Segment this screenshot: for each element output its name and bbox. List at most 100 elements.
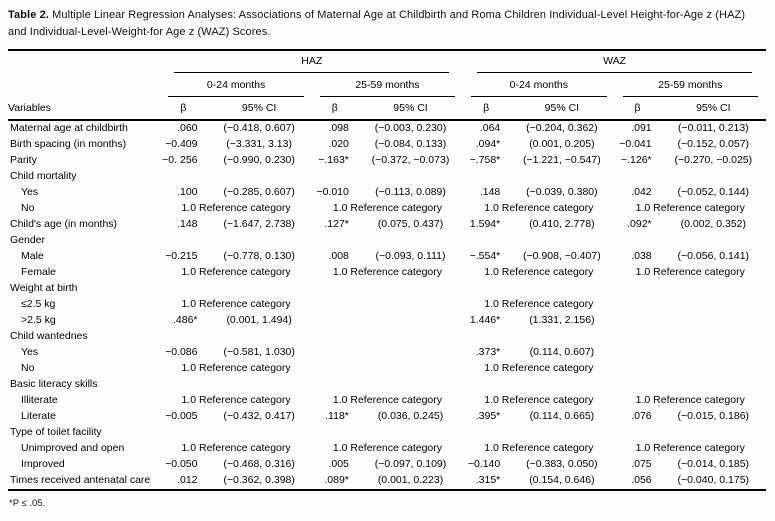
section-row: Basic literacy skills [8,377,766,393]
row-label: Male [21,250,44,262]
beta-header: β [463,99,510,121]
beta-value: −.163* [318,154,349,166]
beta-value: .100 [177,186,198,198]
ci-value: (0.114, 0.607) [529,346,595,358]
ci-value: (−1.221, −0.547) [523,154,601,166]
beta-value: .012 [177,474,198,486]
table-header: HAZ WAZ 0-24 months 25-59 months 0-24 mo… [8,50,766,121]
empty-cell [615,425,766,441]
footnote: *P ≤ .05. [9,498,46,509]
section-label: Weight at birth [10,282,78,294]
section-row: Type of toilet facility [8,425,766,441]
beta-value: .038 [631,250,652,262]
ci-value: (0.002, 0.352) [680,218,746,230]
table-row: Literate −0.005 (−0.432, 0.417) .118* (0.036… [8,409,766,425]
ci-value: (−0.432, 0.417) [223,410,295,422]
empty-cell [160,281,311,297]
row-label: Parity [10,154,37,166]
beta-value: 1.446* [469,314,501,326]
ci-value: (1.331, 2.156) [529,314,595,326]
beta-value: .395* [475,410,501,422]
empty-cell [312,361,463,377]
beta-value: .092* [627,218,652,230]
row-label: ≤2.5 kg [21,298,56,310]
table-row: Yes .100 (−0.285, 0.607) −0.010 (−0.113, 0.0… [8,185,766,201]
ci-value: (0.154, 0.646) [529,474,595,486]
empty-cell [615,281,766,297]
table-row: Parity −0. 256 (−0.990, 0.230) −.163* (−0.37… [8,153,766,169]
table-row: Female 1.0 Reference category 1.0 Referenc… [8,265,766,281]
empty-cell [615,313,766,329]
table-row: Improved −0.050 (−0.468, 0.316) .005 (−0.097… [8,457,766,473]
empty-cell [312,313,463,329]
ci-value: (−0.152, 0.057) [677,138,750,150]
beta-value: .076 [631,410,652,422]
empty-cell [312,329,463,345]
beta-value: −0. 256 [162,154,198,166]
ci-value: (0.114, 0.665) [529,410,595,422]
row-label: No [21,362,35,374]
beta-value: .486* [172,314,198,326]
section-label: Gender [10,234,46,246]
beta-value: .042 [631,186,652,198]
age-group-waz-25-59: 25-59 months [615,75,766,99]
section-row: Child mortality [8,169,766,185]
empty-cell [615,233,766,249]
ci-value: (−0.056, 0.141) [677,250,750,262]
table-row: No 1.0 Reference category 1.0 Reference ca… [8,201,766,217]
ci-header: 95% CI [660,99,766,121]
reference-category-cell: 1.0 Reference category [332,266,443,278]
age-group-haz-0-24: 0-24 months [160,75,311,99]
empty-cell [615,329,766,345]
section-label: Child mortality [10,170,77,182]
variables-header: Variables [8,99,161,121]
beta-value: .315* [475,474,501,486]
beta-header: β [160,99,207,121]
empty-cell [312,297,463,313]
empty-cell [463,233,614,249]
section-row: Gender [8,233,766,249]
beta-value: .075 [631,458,652,470]
table-caption: Table 2. Multiple Linear Regression Anal… [8,7,766,40]
beta-value: .094* [475,138,501,150]
row-label: No [21,202,35,214]
empty-cell [463,377,614,393]
empty-cell [312,169,463,185]
reference-category-cell: 1.0 Reference category [332,394,443,406]
beta-value: .148 [479,186,501,198]
reference-category-cell: 1.0 Reference category [181,362,291,374]
beta-value: .148 [177,218,198,230]
beta-header: β [311,99,358,121]
reference-category-cell: 1.0 Reference category [332,442,443,454]
ci-value: (−0.011, 0.213) [677,122,749,134]
table-row: >2.5 kg .486* (0.001, 1.494) 1.446* (1.331, … [8,313,766,329]
reference-category-cell: 1.0 Reference category [181,394,291,406]
row-label: Yes [21,186,39,198]
ci-value: (−0.778, 0.130) [223,250,295,262]
empty-cell [312,281,463,297]
empty-cell [160,169,311,185]
group-header-haz-label: HAZ [174,55,450,73]
beta-value: .064 [479,122,501,134]
ci-value: (−3.331, 3.13) [226,138,292,150]
ci-value: (−0.014, 0.185) [677,458,750,470]
column-header-row: Variables β 95% CI β 95% CI β 95% CI β 9… [8,99,766,121]
measure-group-row: HAZ WAZ [8,50,766,75]
ci-value: (−0.581, 1.030) [223,346,295,358]
row-label: Illiterate [21,394,58,406]
empty-cell [615,377,766,393]
empty-cell [615,345,766,361]
ci-value: (−0.362, 0.398) [223,474,295,486]
age-group-haz-25-59: 25-59 months [312,75,463,99]
beta-value: .118* [325,410,349,422]
reference-category-cell: 1.0 Reference category [484,442,594,454]
table-row: Birth spacing (in months) −0.409 (−3.331, … [8,137,766,153]
beta-value: −0.086 [165,346,198,358]
ci-header: 95% CI [206,99,312,121]
table-row: Male −0.215 (−0.778, 0.130) .008 (−0.093, 0.… [8,249,766,265]
ci-value: (−0.204, 0.362) [526,122,598,134]
ci-value: (−0.003, 0.230) [374,122,447,134]
empty-cell [160,233,311,249]
reference-category-cell: 1.0 Reference category [181,298,291,310]
beta-value: .020 [328,138,349,150]
